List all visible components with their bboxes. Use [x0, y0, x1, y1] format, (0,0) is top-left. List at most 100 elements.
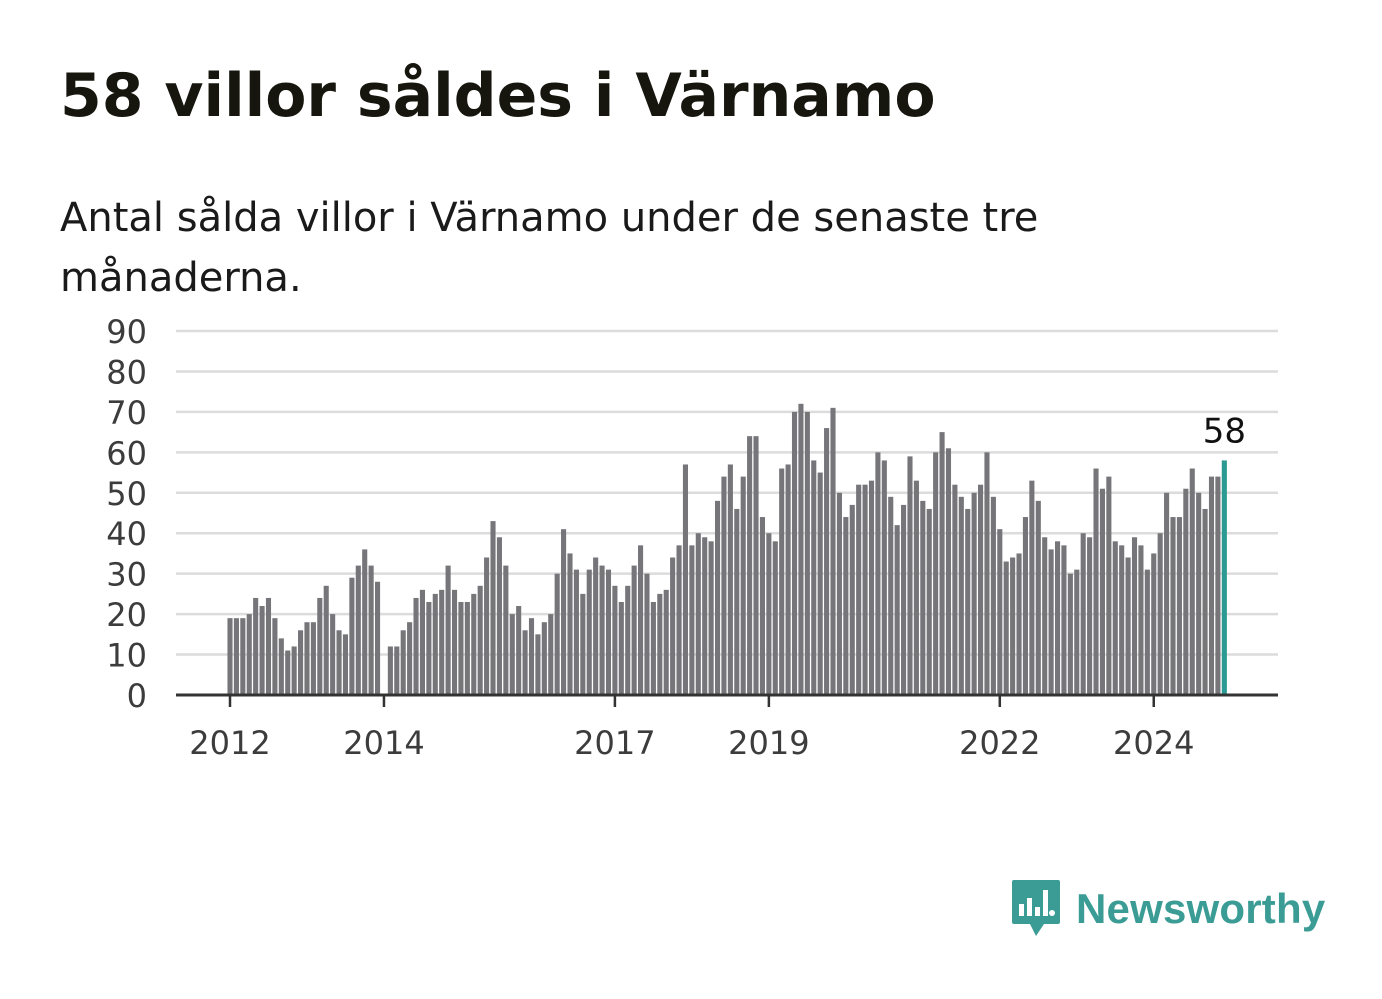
bar — [971, 492, 977, 695]
brand-name: Newsworthy — [1076, 885, 1326, 932]
gridlines — [176, 329, 1278, 656]
bar — [1048, 549, 1054, 695]
bar — [1144, 569, 1150, 695]
bar — [785, 464, 791, 695]
bar-highlight — [1221, 460, 1227, 695]
bar — [1042, 537, 1048, 695]
bar — [933, 452, 939, 695]
bar — [387, 646, 393, 695]
x-tick-label: 2022 — [959, 724, 1040, 762]
bar — [798, 403, 804, 695]
bar — [1189, 468, 1195, 695]
bar — [881, 460, 887, 695]
bar — [843, 517, 849, 695]
bar — [1131, 537, 1138, 695]
bar — [1035, 500, 1041, 695]
bar — [349, 577, 355, 695]
bar — [1151, 553, 1157, 695]
bar — [342, 634, 349, 695]
bar — [638, 545, 644, 695]
bar — [875, 452, 881, 695]
bar — [323, 585, 329, 695]
y-tick-label: 30 — [106, 556, 147, 594]
bar — [1176, 517, 1182, 695]
bar — [548, 614, 554, 695]
bar — [1022, 517, 1029, 695]
bar — [888, 496, 894, 695]
bar — [432, 593, 438, 695]
annotations: 58 — [1203, 411, 1246, 451]
bar — [503, 565, 509, 695]
bar — [1202, 508, 1208, 695]
bar — [272, 618, 278, 695]
bar — [561, 529, 567, 695]
bar — [612, 585, 618, 695]
bar — [509, 614, 515, 695]
bar — [586, 569, 592, 695]
bar — [458, 601, 464, 695]
bar — [625, 585, 631, 695]
bar — [920, 500, 926, 695]
bar — [1215, 476, 1221, 695]
bar — [490, 521, 496, 695]
bar — [978, 484, 984, 695]
bar — [849, 504, 855, 695]
x-tick-label: 2024 — [1113, 724, 1194, 762]
bar — [830, 407, 836, 695]
bar — [926, 508, 932, 695]
bar — [246, 614, 252, 695]
bar — [374, 581, 381, 695]
bar — [708, 541, 714, 695]
bar — [554, 573, 560, 695]
bar — [727, 464, 733, 695]
bar — [1157, 533, 1163, 695]
y-tick-label: 70 — [106, 394, 147, 432]
bar — [901, 504, 907, 695]
bar — [945, 448, 952, 695]
bar — [753, 436, 759, 695]
bar — [426, 601, 432, 695]
bar — [233, 618, 239, 695]
bar — [1099, 488, 1105, 695]
bar — [265, 597, 272, 695]
y-tick-label: 40 — [106, 515, 147, 553]
bar — [394, 646, 400, 695]
bar — [567, 553, 573, 695]
bar — [1074, 569, 1080, 695]
bar — [759, 517, 765, 695]
bar — [1170, 517, 1176, 695]
bar — [336, 630, 342, 695]
bar — [413, 597, 419, 695]
y-tick-label: 80 — [106, 353, 147, 391]
newsworthy-logo-icon — [1012, 880, 1060, 936]
bar — [1112, 541, 1118, 695]
x-tick-label: 2019 — [728, 724, 809, 762]
bar — [1080, 533, 1086, 695]
bar — [676, 545, 682, 695]
bar — [522, 630, 528, 695]
bar — [317, 597, 323, 695]
bar — [836, 492, 842, 695]
bar — [451, 589, 458, 695]
bar — [439, 589, 445, 695]
bar — [1016, 553, 1022, 695]
bar — [663, 589, 669, 695]
bar — [644, 573, 650, 695]
bar — [618, 601, 624, 695]
bar — [817, 472, 823, 695]
y-tick-label: 0 — [127, 677, 147, 715]
bar — [734, 508, 740, 695]
y-tick-label: 60 — [106, 434, 147, 472]
bar — [939, 432, 945, 695]
chart-title: 58 villor såldes i Värnamo — [60, 61, 936, 131]
bar — [856, 484, 862, 695]
bars — [227, 403, 1227, 695]
bar — [298, 630, 304, 695]
bar — [259, 606, 265, 695]
bar — [1061, 545, 1067, 695]
bar — [740, 476, 746, 695]
bar — [304, 622, 310, 695]
bar — [330, 614, 336, 695]
bar — [1119, 545, 1125, 695]
bar — [631, 565, 637, 695]
